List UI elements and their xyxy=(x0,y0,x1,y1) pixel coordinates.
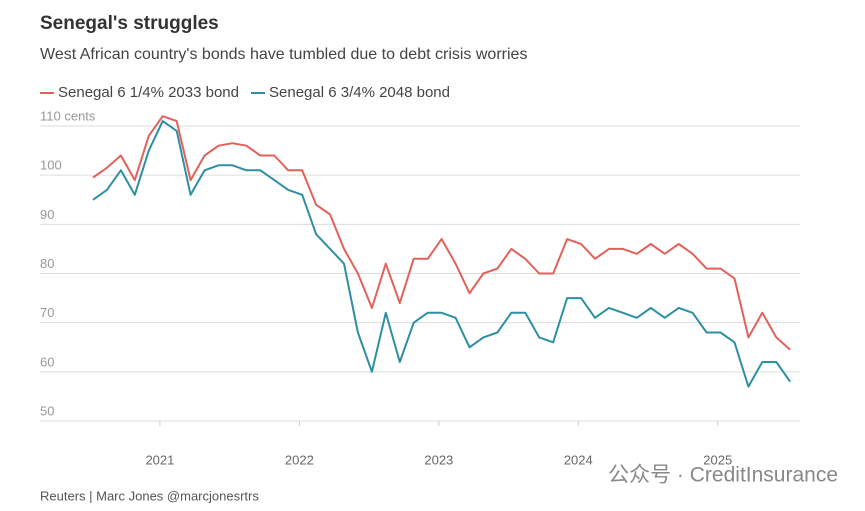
series-line xyxy=(92,120,792,388)
y-tick-label: 90 xyxy=(40,207,54,222)
x-tick-label: 2024 xyxy=(564,452,593,467)
x-tick-label: 2023 xyxy=(424,452,453,467)
y-tick-label: 60 xyxy=(40,354,54,369)
legend-label: Senegal 6 3/4% 2048 bond xyxy=(269,84,450,101)
y-tick-label: 100 xyxy=(40,158,62,173)
y-tick-label: 50 xyxy=(40,403,54,418)
source: Reuters | Marc Jones @marcjonesrtrs xyxy=(40,488,259,503)
x-tick-label: 2022 xyxy=(285,452,314,467)
y-tick-label: 80 xyxy=(40,256,54,271)
y-tick-label: 70 xyxy=(40,305,54,320)
series-line xyxy=(92,115,791,351)
chart-title: Senegal's struggles xyxy=(40,13,219,34)
x-tick-label: 2025 xyxy=(703,452,732,467)
x-tick-label: 2021 xyxy=(145,452,174,467)
legend-label: Senegal 6 1/4% 2033 bond xyxy=(58,84,239,101)
chart-subtitle: West African country's bonds have tumble… xyxy=(40,46,527,63)
y-tick-label: 110 cents xyxy=(40,108,96,123)
watermark: 公众号 · CreditInsurance xyxy=(608,464,838,487)
